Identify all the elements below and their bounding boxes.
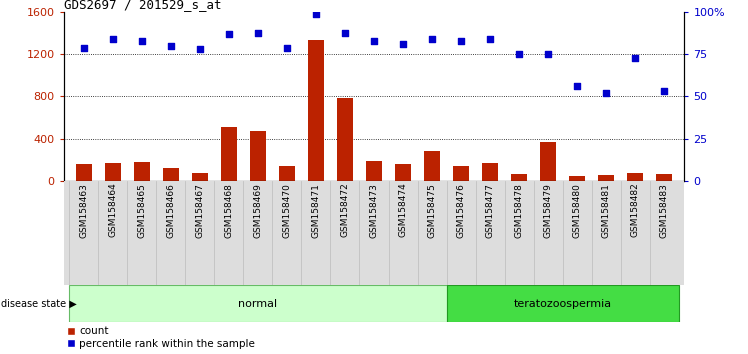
Bar xyxy=(627,173,643,181)
Bar xyxy=(598,175,614,181)
Legend: count, percentile rank within the sample: count, percentile rank within the sample xyxy=(64,322,260,353)
Point xyxy=(281,45,293,51)
Bar xyxy=(540,142,556,181)
Text: GSM158468: GSM158468 xyxy=(224,183,233,238)
Text: GSM158483: GSM158483 xyxy=(660,183,669,238)
Text: GSM158474: GSM158474 xyxy=(399,183,408,238)
Text: GSM158471: GSM158471 xyxy=(311,183,320,238)
Point xyxy=(310,11,322,17)
Point xyxy=(513,52,525,57)
Point xyxy=(368,38,380,44)
Bar xyxy=(279,166,295,181)
Text: GSM158469: GSM158469 xyxy=(254,183,263,238)
Bar xyxy=(656,174,672,181)
Bar xyxy=(447,285,678,322)
Text: GSM158482: GSM158482 xyxy=(631,183,640,238)
Text: GSM158479: GSM158479 xyxy=(544,183,553,238)
Bar xyxy=(163,169,179,181)
Bar xyxy=(337,97,353,181)
Text: GSM158466: GSM158466 xyxy=(166,183,176,238)
Text: GSM158473: GSM158473 xyxy=(370,183,378,238)
Text: disease state ▶: disease state ▶ xyxy=(1,298,76,309)
Bar xyxy=(424,151,440,181)
Text: GSM158470: GSM158470 xyxy=(283,183,292,238)
Text: teratozoospermia: teratozoospermia xyxy=(514,298,612,309)
Bar xyxy=(70,285,447,322)
Text: GSM158472: GSM158472 xyxy=(340,183,349,238)
Text: GDS2697 / 201529_s_at: GDS2697 / 201529_s_at xyxy=(64,0,221,11)
Bar xyxy=(569,176,585,181)
Bar xyxy=(482,163,498,181)
Bar xyxy=(76,164,92,181)
Point xyxy=(600,90,612,96)
Text: GSM158464: GSM158464 xyxy=(108,183,117,238)
Point xyxy=(165,43,177,49)
Point xyxy=(426,36,438,42)
Bar xyxy=(308,40,324,181)
Bar xyxy=(105,163,121,181)
Bar xyxy=(192,173,208,181)
Text: GSM158476: GSM158476 xyxy=(456,183,465,238)
Bar xyxy=(366,161,382,181)
Bar xyxy=(511,174,527,181)
Bar xyxy=(134,162,150,181)
Bar xyxy=(453,166,469,181)
Point xyxy=(339,30,351,35)
Point xyxy=(397,41,409,47)
Text: normal: normal xyxy=(239,298,278,309)
Text: GSM158478: GSM158478 xyxy=(515,183,524,238)
Point xyxy=(136,38,148,44)
Bar xyxy=(221,127,237,181)
Point xyxy=(658,88,670,94)
Point xyxy=(223,32,235,37)
Bar xyxy=(250,131,266,181)
Point xyxy=(252,30,264,35)
Text: GSM158481: GSM158481 xyxy=(601,183,610,238)
Text: GSM158480: GSM158480 xyxy=(572,183,582,238)
Point xyxy=(542,52,554,57)
Point xyxy=(78,45,90,51)
Bar xyxy=(395,164,411,181)
Point xyxy=(571,84,583,89)
Text: GSM158477: GSM158477 xyxy=(485,183,494,238)
Point xyxy=(629,55,641,61)
Text: GSM158475: GSM158475 xyxy=(428,183,437,238)
Text: GSM158463: GSM158463 xyxy=(79,183,88,238)
Text: GSM158467: GSM158467 xyxy=(195,183,204,238)
Point xyxy=(194,46,206,52)
Point xyxy=(107,36,119,42)
Point xyxy=(455,38,467,44)
Point xyxy=(484,36,496,42)
Text: GSM158465: GSM158465 xyxy=(138,183,147,238)
